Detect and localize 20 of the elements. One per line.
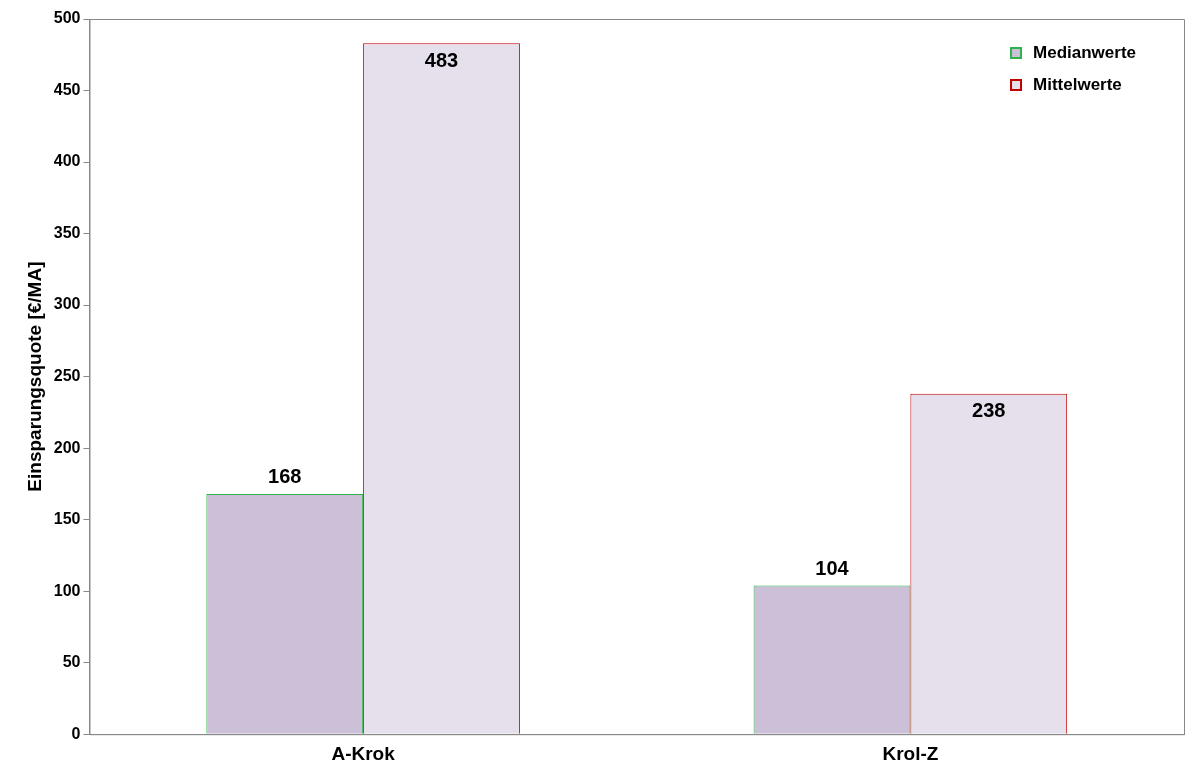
y-tick-label: 200 [53, 438, 81, 456]
y-tick-label: 50 [62, 653, 81, 671]
y-tick-label: 250 [53, 367, 81, 385]
data-label: 238 [972, 399, 1006, 422]
x-tick-label: Krol-Z [882, 742, 939, 764]
y-tick-label: 350 [53, 223, 81, 241]
y-tick-label: 300 [53, 295, 81, 313]
legend-label: Medianwerte [1033, 42, 1137, 62]
y-tick-label: 150 [53, 510, 81, 528]
data-label: 483 [424, 48, 459, 71]
y-tick-label: 450 [53, 80, 81, 98]
y-tick-label: 100 [53, 581, 81, 599]
y-tick-label: 400 [53, 152, 81, 170]
y-tick-label: 500 [53, 9, 81, 27]
data-label: 104 [815, 556, 850, 579]
y-tick-label: 0 [71, 724, 81, 742]
data-label: 168 [268, 465, 302, 488]
y-axis-title: Einsparungsquote [€/MA] [23, 261, 45, 492]
x-tick-label: A-Krok [331, 742, 396, 764]
legend-label: Mittelwerte [1033, 74, 1122, 94]
